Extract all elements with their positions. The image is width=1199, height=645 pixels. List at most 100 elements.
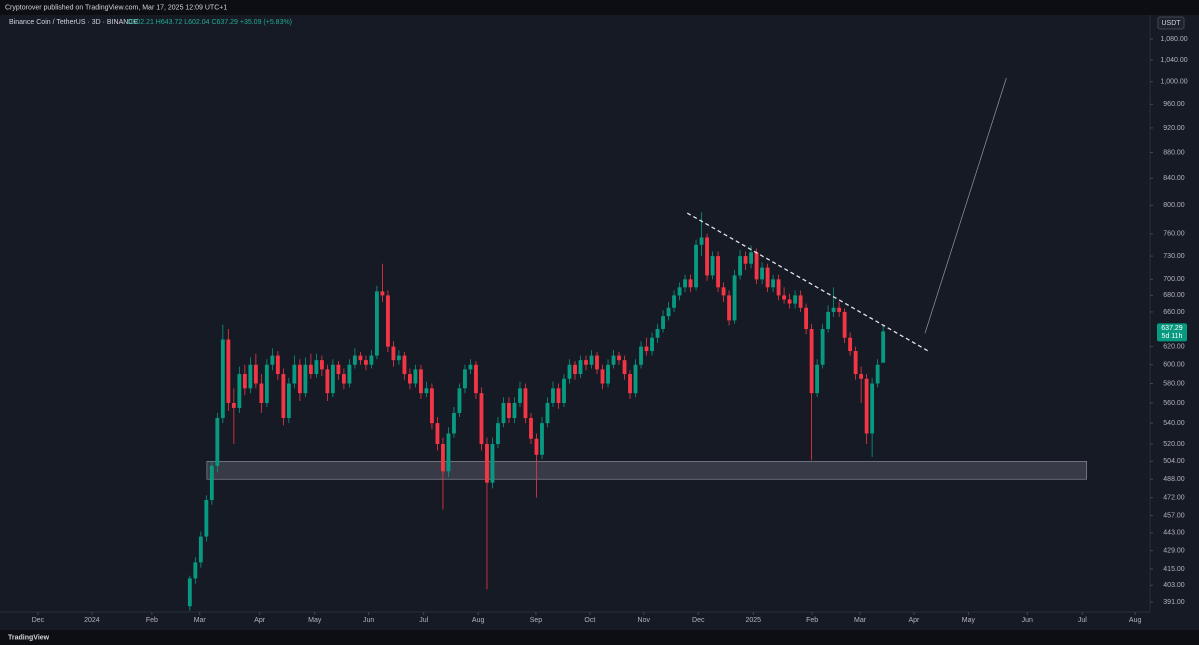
candle-body [336,364,341,375]
y-tick-label: 560.00 [1163,400,1185,407]
candle-body [595,355,599,370]
candle-body [275,355,280,375]
y-tick-label: 504.00 [1163,458,1185,465]
candle-body [292,364,297,384]
currency: USDT [1161,20,1181,27]
candle-body [485,444,489,483]
candle-body [441,444,445,472]
candle-body [628,374,632,394]
x-tick-label: May [962,617,976,624]
candle-body [842,311,847,338]
candle-body [551,388,555,403]
y-tick-label: 730.00 [1163,253,1185,260]
candle-body [776,279,781,296]
candle-body [787,299,792,304]
projection-line [924,77,1007,334]
y-tick-label: 680.00 [1163,292,1185,299]
x-tick-label: Nov [638,617,651,624]
y-tick-label: 415.00 [1163,566,1185,573]
candle-body [529,418,533,439]
footer-bar [0,630,1199,645]
x-tick-label: Apr [254,617,266,624]
candle-body [815,364,820,394]
candle-body [798,295,803,308]
candle-body [771,279,776,288]
candle-body [303,364,308,394]
candle-body [347,364,352,384]
y-tick-label: 700.00 [1163,276,1185,283]
candle-body [452,412,456,434]
candle-body [226,339,231,403]
candle-body [622,360,627,375]
y-tick-label: 472.00 [1163,495,1185,502]
x-tick-label: Aug [472,617,485,624]
candle-body [732,275,737,321]
candle-body [496,423,500,445]
candle-body [430,388,434,424]
candle-body [853,351,858,375]
publisher: Cryptorover published on TradingView.com… [5,4,227,11]
y-tick-label: 488.00 [1163,476,1185,483]
candle-body [804,307,809,329]
x-tick-label: Dec [32,617,45,624]
x-tick-label: Sep [530,617,543,624]
candle-body [578,360,583,375]
candle-body [380,291,385,296]
candle-body [864,378,869,434]
y-tick-label: 960.00 [1163,101,1185,108]
y-tick-label: 840.00 [1163,175,1185,182]
candle-body [677,287,682,296]
candle-body [540,423,544,455]
candle-body [468,364,473,370]
x-tick-label: Mar [854,617,867,624]
candle-body [611,355,616,365]
x-tick-label: Feb [146,617,158,624]
candle-body [881,331,886,363]
candle-body [259,383,264,403]
candle-body [374,291,379,356]
candle-body [474,364,478,394]
candle-body [556,388,561,403]
candle-body [699,237,704,245]
candle-body [600,369,605,384]
candle-body [396,355,401,361]
x-tick-label: Aug [1129,617,1142,624]
candle-body [688,279,693,288]
candle-body [749,252,754,264]
price-tag [1157,323,1187,342]
y-tick-label: 540.00 [1163,420,1185,427]
candle-body [193,562,198,579]
x-tick-label: Jun [1022,617,1033,624]
y-tick-label: 760.00 [1163,231,1185,238]
candle-body [341,374,346,384]
currency-box [1157,16,1185,30]
candle-body [765,267,770,288]
y-tick-label: 457.00 [1163,512,1185,519]
candle-body [672,295,676,308]
candle-body [463,369,467,389]
y-tick-label: 1,040.00 [1160,57,1187,64]
candle-body [870,383,875,434]
candle-body [617,355,621,361]
candle-body [248,364,253,389]
symbol: Binance Coin / TetherUS · 3D · BINANCE [9,19,138,26]
candle-body [220,339,225,419]
candle-body [683,279,687,288]
y-tick-label: 620.00 [1163,343,1185,350]
candle-body [457,388,462,413]
candle-body [319,360,324,370]
candle-body [204,500,209,537]
support-zone [206,461,1088,480]
x-tick-label: May [308,617,322,624]
y-tick-label: 800.00 [1163,202,1185,209]
candle-body [490,444,495,483]
header-bar [0,0,1199,15]
candle-body [738,256,742,276]
candle-body [385,295,390,347]
candle-body [716,256,720,288]
candle-body [826,311,831,329]
candle-body [352,355,357,365]
candle-body [820,328,825,365]
candle-body [479,393,484,445]
candle-body [270,355,275,365]
